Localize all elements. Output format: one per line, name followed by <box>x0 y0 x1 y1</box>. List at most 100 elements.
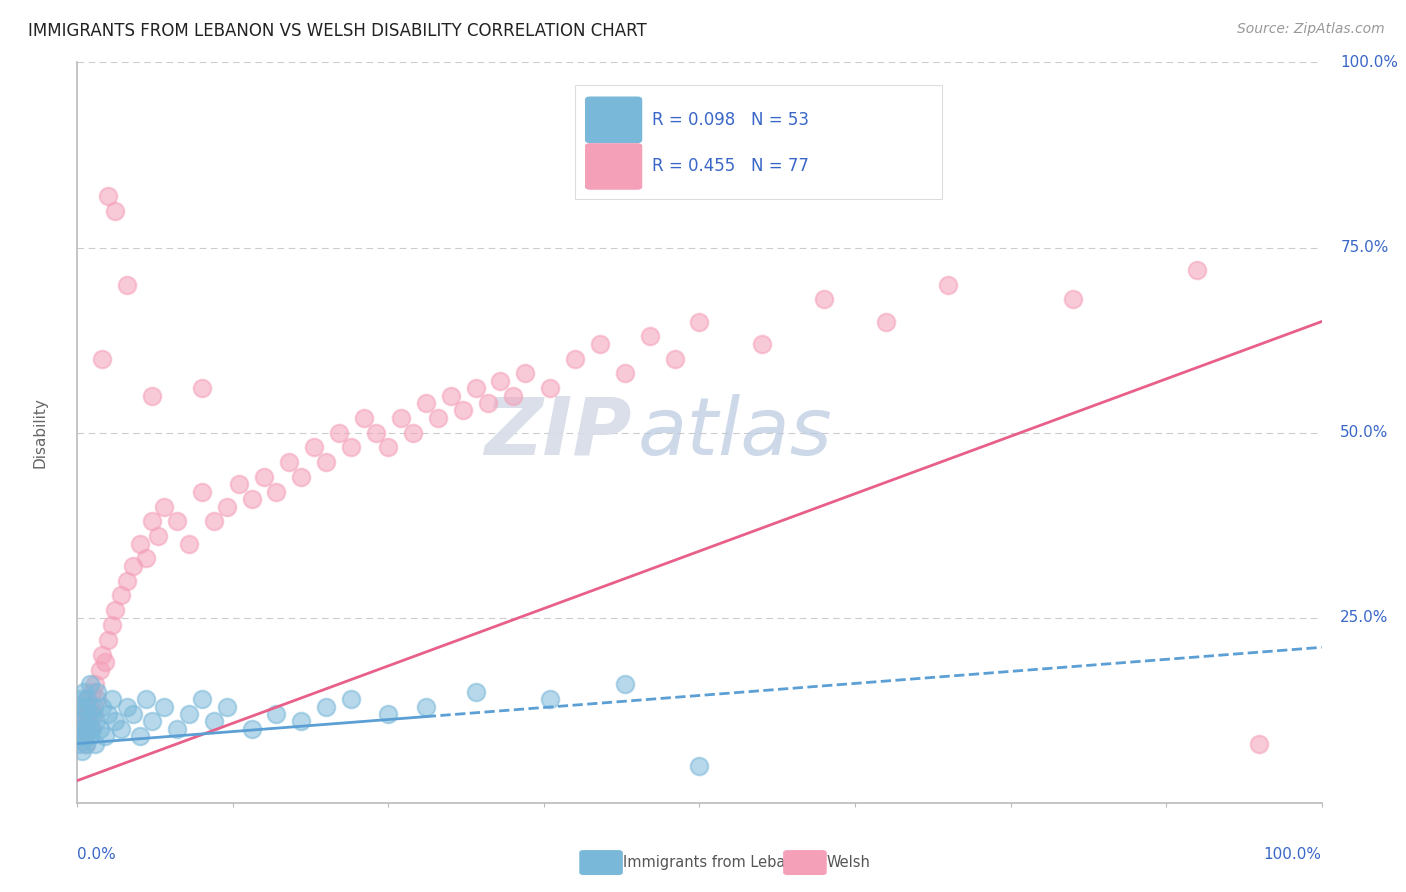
Point <box>72 722 94 736</box>
Point <box>93 729 115 743</box>
Point <box>489 374 512 388</box>
FancyBboxPatch shape <box>585 96 643 143</box>
Point <box>613 367 636 381</box>
Point <box>89 663 111 677</box>
Point <box>73 706 96 721</box>
Point <box>464 685 486 699</box>
Point <box>315 455 337 469</box>
Point <box>664 351 686 366</box>
Point <box>72 699 94 714</box>
Point <box>135 692 157 706</box>
Point <box>86 692 108 706</box>
Point <box>402 425 425 440</box>
Point <box>77 714 100 729</box>
Point <box>79 729 101 743</box>
Point <box>75 737 97 751</box>
Text: 0.0%: 0.0% <box>77 847 117 863</box>
Point <box>638 329 661 343</box>
Point <box>215 500 238 514</box>
Point <box>302 441 325 455</box>
Text: 100.0%: 100.0% <box>1264 847 1322 863</box>
Point <box>70 729 93 743</box>
Text: R = 0.455   N = 77: R = 0.455 N = 77 <box>652 158 808 176</box>
Point <box>502 388 524 402</box>
Point <box>70 714 93 729</box>
Point <box>228 477 250 491</box>
Point <box>72 714 94 729</box>
Point <box>83 737 105 751</box>
Text: Welsh: Welsh <box>827 855 870 870</box>
Point <box>110 722 132 736</box>
Point <box>191 692 214 706</box>
Point <box>75 699 97 714</box>
Point <box>82 685 104 699</box>
Point <box>364 425 387 440</box>
Point <box>215 699 238 714</box>
Point <box>290 470 312 484</box>
Point <box>191 381 214 395</box>
Point <box>91 699 114 714</box>
Point <box>377 441 399 455</box>
Point <box>79 699 101 714</box>
Point <box>97 706 120 721</box>
Point <box>91 648 114 662</box>
Text: 100.0%: 100.0% <box>1340 55 1399 70</box>
Point <box>689 314 711 328</box>
Point <box>93 655 115 669</box>
Point <box>67 737 90 751</box>
Point <box>122 558 145 573</box>
Point <box>101 692 124 706</box>
Point <box>76 722 98 736</box>
Point <box>353 410 375 425</box>
Point <box>340 692 363 706</box>
Point <box>104 603 127 617</box>
Point <box>538 692 561 706</box>
Text: Immigrants from Lebanon: Immigrants from Lebanon <box>623 855 813 870</box>
Point <box>128 536 150 550</box>
Point <box>1062 293 1084 307</box>
Point <box>69 692 91 706</box>
Point <box>115 277 138 292</box>
Point <box>115 699 138 714</box>
Point <box>589 336 612 351</box>
Point <box>266 484 288 499</box>
Point <box>101 618 124 632</box>
Point <box>76 692 98 706</box>
Text: Disability: Disability <box>32 397 48 468</box>
Point <box>1249 737 1271 751</box>
Point <box>1185 262 1208 277</box>
FancyBboxPatch shape <box>585 143 643 190</box>
Point <box>69 729 91 743</box>
Point <box>179 706 201 721</box>
Point <box>84 714 107 729</box>
Text: ZIP: ZIP <box>484 393 631 472</box>
Point <box>86 685 108 699</box>
Point <box>689 758 711 772</box>
Point <box>153 699 176 714</box>
Point <box>315 699 337 714</box>
Point <box>70 699 93 714</box>
Text: atlas: atlas <box>637 393 832 472</box>
Point <box>82 722 104 736</box>
Point <box>266 706 288 721</box>
Point <box>515 367 537 381</box>
Point <box>277 455 299 469</box>
Point <box>253 470 276 484</box>
Point <box>73 706 96 721</box>
Point <box>340 441 363 455</box>
Point <box>76 692 98 706</box>
FancyBboxPatch shape <box>575 85 942 200</box>
Point <box>73 729 96 743</box>
Point <box>389 410 412 425</box>
Point <box>751 336 773 351</box>
Point <box>110 589 132 603</box>
Point <box>141 714 163 729</box>
Point <box>464 381 486 395</box>
Point <box>813 293 835 307</box>
Point <box>83 706 105 721</box>
Text: IMMIGRANTS FROM LEBANON VS WELSH DISABILITY CORRELATION CHART: IMMIGRANTS FROM LEBANON VS WELSH DISABIL… <box>28 22 647 40</box>
Point <box>451 403 474 417</box>
Point <box>141 388 163 402</box>
Text: 75.0%: 75.0% <box>1340 240 1389 255</box>
Point <box>377 706 399 721</box>
